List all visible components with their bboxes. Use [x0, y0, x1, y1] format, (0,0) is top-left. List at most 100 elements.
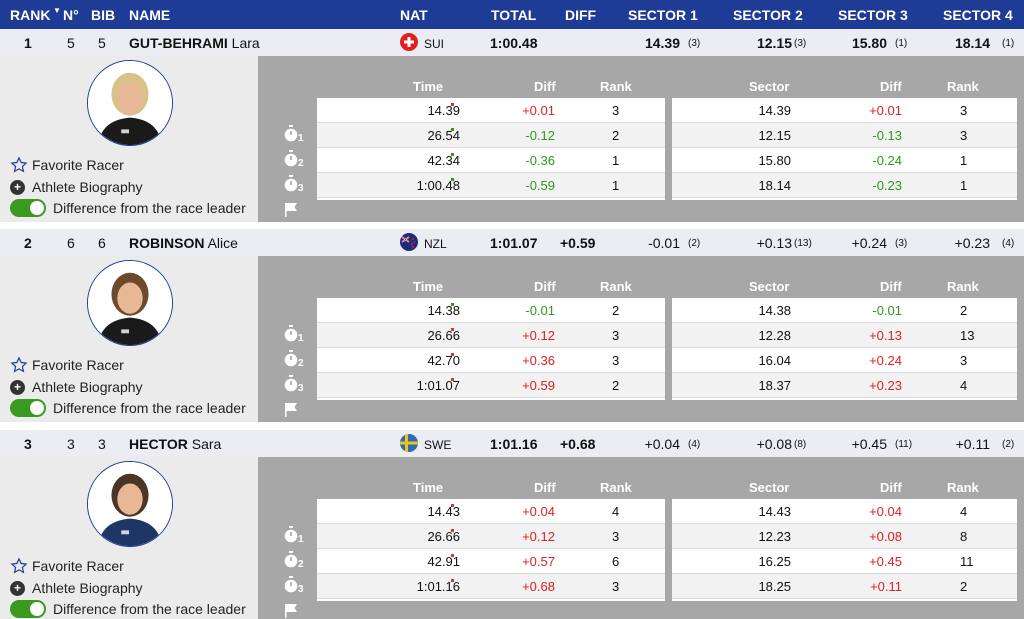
sector3-rank: (3): [895, 238, 908, 249]
racer-name[interactable]: ROBINSON Alice: [129, 235, 238, 251]
sector-diff-col-header: Diff: [880, 480, 902, 495]
split-diff: +0.12: [522, 328, 555, 343]
sector-table: 14.39 +0.01 3 12.15 -0.13 3 15.80 -0.24 …: [672, 98, 1017, 200]
split-row: 14.39 +0.01 3: [317, 98, 665, 123]
sector4-column-header[interactable]: SECTOR 4: [943, 7, 1013, 23]
split-diff: +0.36: [522, 353, 555, 368]
sector-diff: -0.24: [872, 153, 902, 168]
racer-detail: Favorite Racer + Athlete Biography Differ…: [0, 457, 1024, 619]
sector3-value: +0.24: [851, 235, 887, 251]
bib-column-header[interactable]: BIB: [91, 7, 116, 23]
split-time: 1:01.16: [416, 579, 460, 594]
favorite-racer-link[interactable]: Favorite Racer: [10, 356, 124, 374]
sector-row: 14.39 +0.01 3: [672, 98, 1017, 123]
sector-diff: -0.01: [872, 303, 902, 318]
racer-row[interactable]: 2 6 6 ROBINSON Alice NZL 1:01.07 +0.59 -…: [0, 229, 1024, 256]
sector3-column-header[interactable]: SECTOR 3: [838, 7, 908, 23]
split-diff: +0.68: [522, 579, 555, 594]
racer-nat: SWE: [424, 438, 452, 452]
sector-row: 14.43 +0.04 4: [672, 499, 1017, 524]
rank-col-header: Rank: [600, 79, 632, 94]
sector-row: 12.28 +0.13 13: [672, 323, 1017, 348]
star-icon[interactable]: [10, 156, 28, 174]
split-row: 42.34 -0.36 1: [317, 148, 665, 173]
sector-marker: [797, 378, 800, 381]
diff-marker: [451, 328, 454, 331]
sector-time: 16.25: [758, 554, 791, 569]
sector-diff: +0.24: [869, 353, 902, 368]
favorite-racer-link[interactable]: Favorite Racer: [10, 557, 124, 575]
diff-marker: [451, 554, 454, 557]
toggle-switch[interactable]: [10, 199, 46, 217]
nat-column-header[interactable]: NAT: [400, 7, 428, 23]
split-time: 26.66: [427, 328, 460, 343]
finish-flag-icon: [283, 201, 305, 221]
sector1-value: 14.39: [644, 35, 680, 51]
sector-row: 14.38 -0.01 2: [672, 298, 1017, 323]
toggle-switch[interactable]: [10, 399, 46, 417]
split-rank: 3: [612, 103, 620, 118]
athlete-biography-link[interactable]: + Athlete Biography: [10, 379, 143, 395]
sort-down-icon[interactable]: ▼: [53, 6, 61, 15]
split-diff: +0.12: [522, 529, 555, 544]
athlete-panel: Favorite Racer + Athlete Biography Differ…: [0, 56, 258, 222]
sector2-column-header[interactable]: SECTOR 2: [733, 7, 803, 23]
sector-table: 14.38 -0.01 2 12.28 +0.13 13 16.04 +0.24…: [672, 298, 1017, 400]
no-column-header[interactable]: N°: [63, 7, 79, 23]
sector-marker: [797, 103, 800, 106]
split-diff: -0.01: [525, 303, 555, 318]
sector2-rank: (3): [794, 38, 807, 49]
sector1-value: +0.04: [644, 436, 680, 452]
racer-bib: 6: [98, 235, 106, 251]
plus-icon: +: [10, 179, 25, 195]
time-table: 14.43 +0.04 4 26.66 +0.12 3 42.91 +0.57 …: [317, 499, 665, 601]
sector-marker: [797, 353, 800, 356]
sector1-rank: (4): [688, 439, 701, 450]
split-diff: -0.59: [525, 178, 555, 193]
toggle-switch[interactable]: [10, 600, 46, 618]
diff-column-header[interactable]: DIFF: [565, 7, 597, 23]
sector2-value: 12.15: [756, 35, 792, 51]
plus-icon: +: [10, 580, 25, 596]
rank-column-header[interactable]: RANK: [10, 7, 51, 23]
favorite-racer-link[interactable]: Favorite Racer: [10, 156, 124, 174]
sector-time: 16.04: [758, 353, 791, 368]
star-icon[interactable]: [10, 557, 28, 575]
athlete-biography-link[interactable]: + Athlete Biography: [10, 179, 143, 195]
sector-diff: +0.01: [869, 103, 902, 118]
sector-col-header: Sector: [749, 480, 790, 495]
sector1-value: -0.01: [648, 235, 680, 251]
stopwatch-icon: 2: [283, 551, 305, 571]
athlete-biography-link[interactable]: + Athlete Biography: [10, 580, 143, 596]
sector2-value: +0.13: [756, 235, 792, 251]
sector2-value: +0.08: [756, 436, 792, 452]
avatar: [87, 60, 173, 146]
racer-total: 1:00.48: [490, 35, 538, 51]
sector-diff: -0.13: [872, 128, 902, 143]
total-column-header[interactable]: TOTAL: [491, 7, 537, 23]
star-icon[interactable]: [10, 356, 28, 374]
racer-row[interactable]: 1 5 5 GUT-BEHRAMI Lara SUI 1:00.48 14.39…: [0, 29, 1024, 56]
split-time: 42.34: [427, 153, 460, 168]
difference-toggle[interactable]: Difference from the race leader: [10, 600, 246, 618]
sector-diff-col-header: Diff: [880, 79, 902, 94]
sector-rank: 3: [960, 128, 968, 143]
racer-name[interactable]: GUT-BEHRAMI Lara: [129, 35, 260, 51]
sweden-flag-icon: [400, 434, 418, 455]
name-column-header[interactable]: NAME: [129, 7, 171, 23]
sector-time: 12.15: [758, 128, 791, 143]
sector-rank: 4: [960, 504, 968, 519]
difference-toggle[interactable]: Difference from the race leader: [10, 199, 246, 217]
stopwatch-icon: 1: [283, 325, 305, 345]
racer-row[interactable]: 3 3 3 HECTOR Sara SWE 1:01.16 +0.68 +0.0…: [0, 430, 1024, 457]
split-time: 14.38: [427, 303, 460, 318]
split-rank: 3: [612, 353, 620, 368]
racer-name[interactable]: HECTOR Sara: [129, 436, 221, 452]
sector-table: 14.43 +0.04 4 12.23 +0.08 8 16.25 +0.45 …: [672, 499, 1017, 601]
split-time: 42.70: [427, 353, 460, 368]
difference-toggle[interactable]: Difference from the race leader: [10, 399, 246, 417]
sector1-column-header[interactable]: SECTOR 1: [628, 7, 698, 23]
stopwatch-icon: 3: [283, 576, 305, 596]
split-row: 42.91 +0.57 6: [317, 549, 665, 574]
diff-marker: [451, 529, 454, 532]
